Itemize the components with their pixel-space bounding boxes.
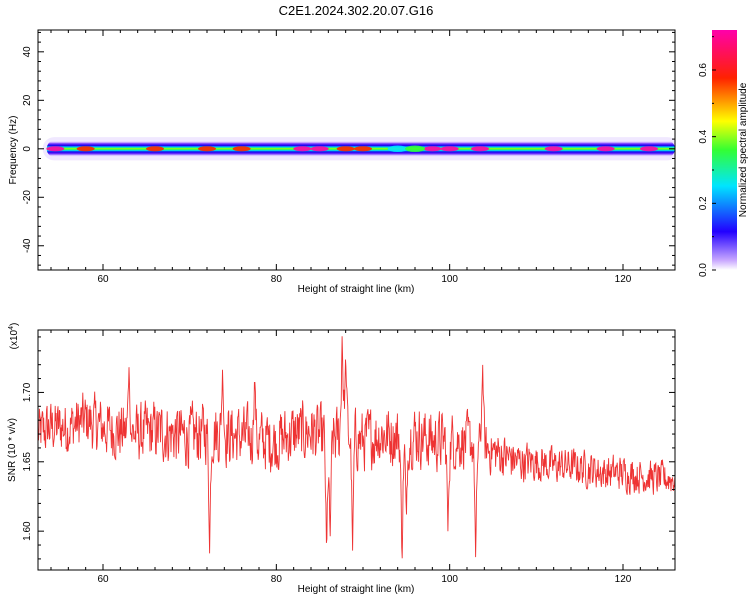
x-tick-label: 60 <box>97 274 109 285</box>
band-hot-spot <box>640 146 658 152</box>
colorbar-tick-label: 0.0 <box>698 263 709 277</box>
spectrogram-band <box>42 137 675 161</box>
band-hot-spot <box>146 146 164 152</box>
band-hot-spot <box>46 146 65 152</box>
x-tick-label: 80 <box>271 574 283 585</box>
colorbar-gradient <box>712 30 737 270</box>
y-tick-label: 1.70 <box>22 382 33 402</box>
band-hot-spot <box>76 146 95 152</box>
snr-series <box>38 336 675 559</box>
band-hot-spot <box>232 146 251 152</box>
snr-panel: 60 80 100 120 1.70 1.65 1.60 Height of straigh… <box>7 323 676 595</box>
y-tick-label: 1.60 <box>22 521 33 541</box>
x-tick-label: 100 <box>441 274 458 285</box>
x-tick-label: 120 <box>615 274 632 285</box>
spectrogram-frame <box>37 29 676 271</box>
y-tick-label: 20 <box>22 94 33 106</box>
colorbar-label: Normalized spectral amplitude <box>738 82 749 217</box>
snr-y-axis-label: SNR (10 * v/v) <box>7 418 18 482</box>
spectrogram-panel: 60 80 100 120 40 20 0 -20 -40 Height of straight… <box>8 29 676 295</box>
chart-title: C2E1.2024.302.20.07.G16 <box>279 3 434 18</box>
band-hot-spot <box>596 146 615 152</box>
band-weak-spot <box>405 145 425 153</box>
colorbar-tick-label: 0.6 <box>698 63 709 77</box>
snr-y-multiplier-text: (x104) <box>8 323 20 350</box>
snr-line <box>38 336 675 559</box>
y-tick-label: 40 <box>22 46 33 58</box>
band-hot-spot <box>471 146 489 152</box>
band-hot-spot <box>354 146 372 152</box>
band-hot-spot <box>198 146 216 152</box>
colorbar-ticks: 0.0 0.2 0.4 0.6 <box>698 36 716 277</box>
colorbar-tick-label: 0.2 <box>698 196 709 210</box>
band-hot-spot <box>310 146 329 152</box>
snr-axes: 60 80 100 120 1.70 1.65 1.60 <box>22 330 676 585</box>
y-tick-label: 1.65 <box>22 452 33 472</box>
colorbar: 0.0 0.2 0.4 0.6 Normalized spectral amplitu… <box>698 30 749 277</box>
band-hot-spot <box>336 146 355 152</box>
spectrogram-x-axis-label: Height of straight line (km) <box>298 284 415 295</box>
band-hot-spot <box>440 146 459 152</box>
snr-y-multiplier: (x104) <box>8 323 20 350</box>
x-tick-label: 60 <box>97 574 109 585</box>
snr-x-axis-label: Height of straight line (km) <box>298 584 415 595</box>
x-tick-label: 100 <box>441 574 458 585</box>
band-hot-spot <box>293 146 312 152</box>
y-tick-label: 0 <box>22 146 33 152</box>
x-tick-label: 80 <box>271 274 283 285</box>
colorbar-tick-label: 0.4 <box>698 129 709 143</box>
snr-frame <box>37 329 676 571</box>
band-hot-spot <box>544 146 563 152</box>
y-tick-label: -40 <box>22 238 33 253</box>
band-hot-spot <box>423 146 442 152</box>
band-weak-spot <box>387 145 408 153</box>
x-tick-label: 120 <box>615 574 632 585</box>
spectrogram-axes: 60 80 100 120 40 20 0 -20 -40 <box>22 30 676 285</box>
y-tick-label: -20 <box>22 190 33 205</box>
spectrogram-y-axis-label: Frequency (Hz) <box>8 116 19 185</box>
